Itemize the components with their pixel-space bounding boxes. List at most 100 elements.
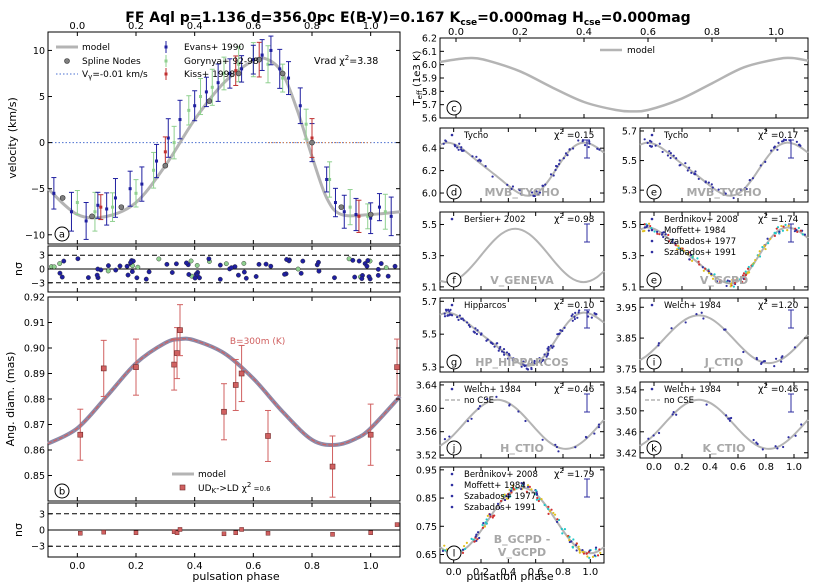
velocity-residuals-panel-point — [223, 261, 229, 267]
photometry-point-V_GCPD — [690, 259, 694, 262]
legend-ud-sub: K — [212, 487, 217, 495]
photometry-point-H_CTIO — [555, 445, 559, 449]
photometry-point-HP_HIPPARCOS — [449, 313, 452, 316]
photometry-panel-MVB_TYCHO_d: 6.0 6.2 6.4 Tycho χ2 =0.15 MVB_TYCHO d — [422, 127, 605, 203]
panel-d-badge-letter: d — [451, 188, 457, 199]
photometry-point-B_GCPD-V_GCPD — [561, 532, 564, 535]
photometry-band-label-2-B_GCPD-V_GCPD: V_GCPD — [498, 546, 546, 559]
velocity-residuals-panel-point — [350, 257, 356, 263]
legend-entry: Tycho — [663, 131, 688, 141]
spline-node — [279, 70, 286, 77]
photometry-point-B_GCPD-V_GCPD — [575, 549, 578, 552]
photometry-point-MVB_TYCHO_e — [668, 150, 671, 153]
photometry-panel-J_CTIO: 3.75 3.85 3.95 Welch+ 1984 χ2 =1.20 J_CTIO i — [616, 297, 809, 375]
teff-xtick-label-top: 1.0 — [768, 27, 784, 38]
velocity-xtick-label-top: 0.8 — [304, 21, 320, 32]
diameter-xtick-label: 0.4 — [187, 561, 203, 572]
diameter-ylabel: Ang. diam. (mas) — [4, 352, 17, 447]
photometry-point-V_GCPD — [704, 267, 707, 270]
legend-swatch — [650, 217, 654, 221]
photometry-point-V_GCPD — [662, 235, 665, 239]
photometry-point-B_GCPD-V_GCPD — [575, 542, 578, 545]
photometry-point-V_GCPD — [688, 258, 691, 261]
diameter-residual-point — [133, 530, 139, 535]
photometry-point-MVB_TYCHO_d — [456, 146, 459, 149]
photometry-point-B_GCPD-V_GCPD — [461, 551, 465, 554]
photometry-point-MVB_TYCHO_d — [541, 184, 544, 187]
photometry-K_CTIO-ytick-label: 3.54 — [616, 385, 637, 396]
photometry-point-V_GCPD — [658, 233, 661, 236]
photometry-point-MVB_TYCHO_d — [554, 164, 558, 168]
photometry-band-label-H_CTIO: H_CTIO — [500, 442, 544, 455]
figure-title: FF Aql p=1.136 d=356.0pc E(B-V)=0.167 Kc… — [125, 10, 690, 28]
photometry-point-HP_HIPPARCOS — [559, 329, 562, 332]
chi2-val: =1.79 — [564, 470, 595, 480]
photometry-point-MVB_TYCHO_d — [491, 175, 494, 178]
photometry-point-HP_HIPPARCOS — [473, 331, 476, 334]
photometry-point-V_GCPD — [689, 253, 693, 257]
legend-swatch — [650, 303, 654, 307]
diameter-point — [171, 361, 177, 368]
velocity-panel-frame — [47, 31, 401, 245]
photometry-B_GCPD-V_GCPD-xtick-label: 0.4 — [500, 567, 516, 578]
photometry-point-MVB_TYCHO_d — [564, 152, 568, 155]
legend-entry: Evans+ 1990 — [184, 43, 245, 53]
velocity-residuals-panel: −3 0 3 nσ — [12, 245, 401, 293]
photometry-point-B_GCPD-V_GCPD — [443, 544, 446, 547]
photometry-point-B_GCPD-V_GCPD — [571, 545, 574, 549]
photometry-band-label-K_CTIO: K_CTIO — [702, 442, 745, 455]
photometry-point-HP_HIPPARCOS — [475, 332, 479, 336]
photometry-point-HP_HIPPARCOS — [549, 344, 553, 347]
photometry-point-MVB_TYCHO_d — [588, 142, 591, 145]
photometry-model-line-K_CTIO — [639, 398, 809, 450]
photometry-point-B_GCPD-V_GCPD — [535, 492, 539, 495]
gorynya-point — [210, 85, 214, 89]
photometry-point-B_GCPD-V_GCPD — [499, 499, 503, 503]
photometry-K_CTIO-xtick-label: 1.0 — [786, 462, 802, 473]
photometry-point-HP_HIPPARCOS — [574, 311, 577, 315]
photometry-point-V_GCPD — [688, 251, 692, 254]
chi2-sup: 2 — [560, 212, 564, 220]
photometry-point-J_CTIO — [763, 359, 766, 363]
diameter-panel: 0.85 0.86 0.87 0.88 0.89 0.90 0.91 0.92 Ang. dia… — [4, 293, 402, 502]
photometry-point-V_GCPD — [781, 229, 785, 232]
photometry-B_GCPD-V_GCPD-xtick-label: 0.8 — [555, 567, 571, 578]
gorynya-point — [187, 108, 191, 112]
gorynya-point — [281, 76, 285, 80]
photometry-point-V_GCPD — [739, 278, 742, 281]
teff-panel: 5.6 5.7 5.8 5.9 6.0 6.1 6.2 0.0 0.2 0.4 0.6 0.8 1.0 T… — [412, 27, 809, 125]
photometry-point-K_CTIO — [647, 437, 650, 440]
teff-xtick-label-top: 0.8 — [704, 27, 720, 38]
photometry-point-MVB_TYCHO_e — [686, 169, 689, 172]
photometry-point-HP_HIPPARCOS — [523, 364, 526, 368]
velocity-residuals-panel-ytick-label: −3 — [31, 278, 45, 289]
legend-entry: Kiss+ 1998 — [184, 70, 235, 80]
velocity-residuals-panel-point — [366, 274, 372, 280]
baseline-annotation: B=300m (K) — [230, 337, 285, 347]
photometry-point-H_CTIO — [443, 438, 447, 441]
x-axis-label-middle: pulsation phase — [466, 570, 553, 583]
diameter-point — [133, 364, 139, 370]
photometry-point-J_CTIO — [742, 350, 745, 354]
photometry-point-B_GCPD-V_GCPD — [489, 515, 492, 518]
photometry-point-MVB_TYCHO_d — [442, 142, 445, 145]
photometry-point-HP_HIPPARCOS — [448, 310, 451, 313]
diameter-ytick-label: 0.89 — [24, 369, 45, 380]
diameter-ytick-label: 0.86 — [24, 446, 45, 457]
velocity-residuals-panel-point — [94, 272, 100, 278]
photometry-point-V_GCPD — [713, 273, 716, 276]
teff-xtick-label-top: 0.4 — [576, 27, 592, 38]
photometry-band-label-J_CTIO: J_CTIO — [704, 356, 744, 369]
legend-entry-rest: =-0.01 km/s — [92, 70, 148, 80]
photometry-point-HP_HIPPARCOS — [576, 316, 579, 319]
diameter-point — [265, 433, 271, 439]
photometry-point-MVB_TYCHO_d — [533, 194, 536, 198]
evans-point — [342, 210, 346, 214]
photometry-point-K_CTIO — [730, 416, 733, 420]
photometry-point-HP_HIPPARCOS — [508, 354, 511, 357]
photometry-point-B_GCPD-V_GCPD — [462, 544, 466, 548]
photometry-point-K_CTIO — [728, 419, 732, 422]
photometry-point-B_GCPD-V_GCPD — [588, 556, 591, 559]
velocity-residuals-panel-point — [217, 262, 223, 268]
panel-a-badge-letter: a — [59, 230, 65, 241]
